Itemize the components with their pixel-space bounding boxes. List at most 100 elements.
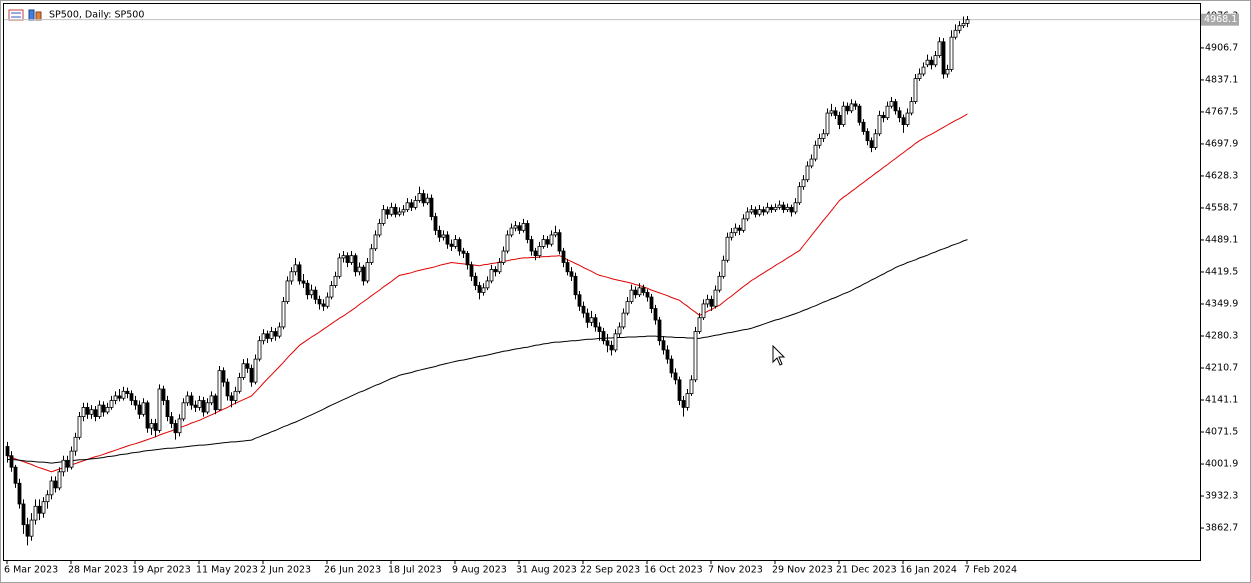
candle-body <box>413 200 418 208</box>
candle-body <box>797 186 802 204</box>
x-tick-label: 26 Jun 2023 <box>324 565 381 576</box>
candle-body <box>65 459 70 468</box>
candle-body <box>881 114 886 119</box>
candle-body <box>201 400 206 413</box>
candle-body <box>145 402 150 429</box>
candle-body <box>173 423 178 434</box>
candle-body <box>745 211 750 220</box>
candle-body <box>29 519 34 537</box>
candle-body <box>205 402 210 413</box>
icon-bar <box>28 9 35 21</box>
candle-body <box>549 234 554 245</box>
candle-body <box>861 121 866 132</box>
candle-body <box>5 446 10 457</box>
candle-body <box>801 179 806 188</box>
candle-body <box>569 271 574 277</box>
candle-body <box>213 395 218 411</box>
candle-body <box>921 66 926 75</box>
candle-body <box>349 255 354 263</box>
candle-body <box>45 494 50 503</box>
candle-body <box>461 250 466 254</box>
candle-body <box>585 312 590 323</box>
y-tick-label: 4419.5 <box>1205 266 1238 277</box>
candle-body <box>537 246 542 257</box>
candle-body <box>533 250 538 257</box>
candle-body <box>545 239 550 245</box>
candle-body <box>573 275 578 296</box>
price-tag-label: 4968.1 <box>1204 14 1237 25</box>
candle-body <box>321 303 326 307</box>
candle-body <box>721 259 726 277</box>
candle-body <box>449 243 454 247</box>
candle-body <box>677 379 682 401</box>
candle-body <box>645 292 650 298</box>
candle-body <box>877 114 882 135</box>
price-tag-box <box>1201 13 1239 26</box>
candle-body <box>129 393 134 401</box>
candle-body <box>389 206 394 215</box>
candle-body <box>949 36 954 70</box>
candle-body <box>381 209 386 224</box>
candle-body <box>113 395 118 401</box>
candle-body <box>961 23 966 27</box>
candle-body <box>945 68 950 75</box>
candle-body <box>953 29 958 38</box>
candle-body <box>561 250 566 263</box>
candle-body <box>829 110 834 114</box>
candle-body <box>429 197 434 217</box>
candle-body <box>149 423 154 429</box>
candle-body <box>601 331 606 342</box>
y-tick-label: 4141.1 <box>1205 395 1238 406</box>
candle-body <box>185 395 190 404</box>
y-tick-label: 4489.1 <box>1205 234 1238 245</box>
candle-body <box>865 131 870 142</box>
candle-body <box>893 101 898 112</box>
candle-body <box>161 388 166 401</box>
x-tick-label: 19 Apr 2023 <box>132 565 191 576</box>
candle-body <box>141 402 146 415</box>
candle-body <box>625 301 630 314</box>
candle-body <box>217 370 222 411</box>
candle-body <box>265 333 270 339</box>
candle-body <box>53 480 58 489</box>
candle-body <box>733 227 738 234</box>
candle-body <box>681 400 686 408</box>
candle-body <box>769 206 774 211</box>
y-tick-label: 4349.9 <box>1205 298 1238 309</box>
candle-body <box>397 211 402 215</box>
candle-body <box>361 266 366 282</box>
candle-body <box>77 416 82 438</box>
candle-body <box>289 271 294 282</box>
candle-body <box>325 296 330 307</box>
moving-average-line <box>7 113 968 473</box>
candle-body <box>621 312 626 328</box>
candle-body <box>741 218 746 231</box>
candle-body <box>273 331 278 337</box>
candle-body <box>749 209 754 213</box>
candle-body <box>897 110 902 119</box>
candle-body <box>365 262 370 282</box>
candle-body <box>869 140 874 148</box>
candle-body <box>577 294 582 307</box>
candle-body <box>197 400 202 408</box>
candle-body <box>777 204 782 208</box>
candle-body <box>933 55 938 66</box>
candle-body <box>785 206 790 211</box>
candle-body <box>453 239 458 247</box>
candle-body <box>485 280 490 289</box>
y-tick-label: 3932.3 <box>1205 491 1238 502</box>
candle-body <box>233 390 238 401</box>
candle-body <box>269 331 274 339</box>
candle-body <box>509 227 514 236</box>
candle-body <box>385 209 390 215</box>
y-tick-label: 4071.5 <box>1205 427 1238 438</box>
candle-body <box>793 202 798 213</box>
y-tick-label: 4837.1 <box>1205 74 1238 85</box>
candle-body <box>761 209 766 213</box>
x-tick-label: 6 Mar 2023 <box>4 565 58 576</box>
candle-body <box>293 264 298 273</box>
candle-body <box>193 404 198 408</box>
candle-body <box>109 400 114 408</box>
candle-body <box>493 269 498 273</box>
